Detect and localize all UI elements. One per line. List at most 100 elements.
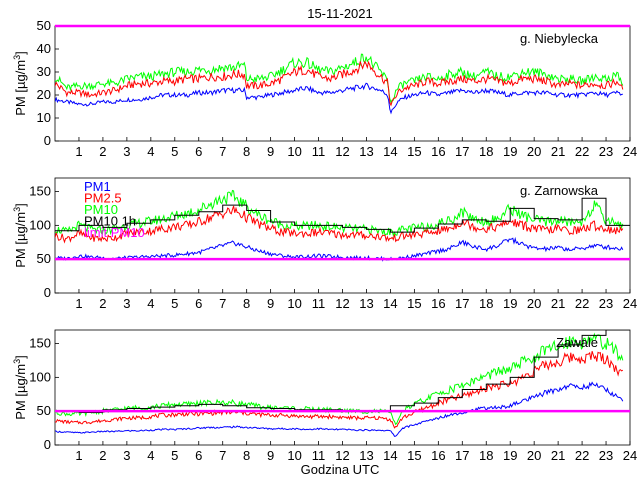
series-pm10-line	[55, 53, 624, 104]
x-tick-label: 18	[479, 144, 493, 159]
x-tick-label: 11	[312, 296, 326, 311]
x-tick-label: 21	[551, 144, 565, 159]
x-tick-label: 13	[359, 296, 373, 311]
x-tick-label: 7	[219, 144, 226, 159]
x-tick-label: 16	[431, 296, 445, 311]
y-tick-label: 150	[29, 184, 51, 199]
x-tick-label: 16	[431, 448, 445, 463]
y-tick-label: 0	[44, 133, 51, 148]
x-tick-label: 17	[455, 448, 469, 463]
x-tick-label: 14	[383, 144, 397, 159]
x-tick-label: 13	[359, 448, 373, 463]
x-tick-label: 20	[527, 448, 541, 463]
x-tick-label: 11	[312, 144, 326, 159]
y-tick-label: 100	[29, 369, 51, 384]
x-tick-label: 9	[267, 144, 274, 159]
x-tick-label: 6	[195, 144, 202, 159]
series-pm25-line	[55, 60, 624, 107]
x-tick-label: 5	[171, 296, 178, 311]
x-tick-label: 22	[575, 296, 589, 311]
x-tick-label: 7	[219, 296, 226, 311]
x-tick-label: 15	[407, 144, 421, 159]
x-tick-label: 19	[503, 144, 517, 159]
x-tick-label: 2	[99, 448, 106, 463]
x-tick-label: 9	[267, 296, 274, 311]
x-tick-label: 6	[195, 296, 202, 311]
y-axis-label: PM [µg/m3]	[12, 203, 28, 268]
x-tick-label: 7	[219, 448, 226, 463]
y-tick-label: 150	[29, 336, 51, 351]
x-tick-label: 10	[287, 448, 301, 463]
y-tick-label: 50	[37, 251, 51, 266]
x-tick-label: 5	[171, 448, 178, 463]
x-axis-label: Godzina UTC	[301, 462, 380, 477]
x-tick-label: 15	[407, 296, 421, 311]
x-tick-label: 20	[527, 296, 541, 311]
x-tick-label: 15	[407, 448, 421, 463]
series-pm25-line	[55, 351, 624, 429]
x-tick-label: 17	[455, 296, 469, 311]
legend-item: PM1	[84, 179, 111, 194]
figure-title: 15-11-2021	[307, 6, 373, 21]
x-tick-label: 3	[123, 296, 130, 311]
y-tick-label: 0	[44, 437, 51, 452]
station-label: g. Niebylecka	[520, 31, 599, 46]
legend-item: limit PM10	[84, 225, 145, 240]
x-tick-label: 6	[195, 448, 202, 463]
x-tick-label: 18	[479, 296, 493, 311]
x-tick-label: 3	[123, 144, 130, 159]
y-tick-label: 50	[37, 403, 51, 418]
y-axis-label: PM [µg/m3]	[12, 355, 28, 420]
legend-item: PM10	[84, 202, 118, 217]
series-pm10-line	[55, 189, 624, 237]
x-tick-label: 12	[335, 296, 349, 311]
x-tick-label: 23	[599, 144, 613, 159]
y-tick-label: 100	[29, 217, 51, 232]
series-pm10-1h-step	[55, 197, 630, 233]
x-tick-label: 1	[75, 144, 82, 159]
series-pm25-line	[55, 205, 624, 244]
x-tick-label: 13	[359, 144, 373, 159]
x-tick-label: 24	[623, 448, 637, 463]
y-tick-label: 40	[37, 41, 51, 56]
y-tick-label: 30	[37, 64, 51, 79]
x-tick-label: 14	[383, 448, 397, 463]
y-axis-label: PM [µg/m3]	[12, 51, 28, 116]
x-tick-label: 4	[147, 448, 154, 463]
series-pm1-line	[55, 82, 623, 115]
x-tick-label: 8	[243, 448, 250, 463]
x-tick-label: 5	[171, 144, 178, 159]
station-label: g. Zarnowska	[520, 183, 599, 198]
x-tick-label: 9	[267, 448, 274, 463]
legend-item: PM10 1h	[84, 214, 136, 229]
x-tick-label: 21	[551, 296, 565, 311]
x-tick-label: 24	[623, 144, 637, 159]
x-tick-label: 1	[75, 448, 82, 463]
x-tick-label: 10	[287, 296, 301, 311]
x-tick-label: 18	[479, 448, 493, 463]
x-tick-label: 19	[503, 448, 517, 463]
x-tick-label: 24	[623, 296, 637, 311]
x-tick-label: 14	[383, 296, 397, 311]
x-tick-label: 12	[335, 448, 349, 463]
x-tick-label: 16	[431, 144, 445, 159]
series-pm10-line	[55, 332, 624, 426]
x-tick-label: 11	[312, 448, 326, 463]
x-tick-label: 22	[575, 448, 589, 463]
x-tick-label: 1	[75, 296, 82, 311]
x-tick-label: 21	[551, 448, 565, 463]
y-tick-label: 20	[37, 87, 51, 102]
x-tick-label: 3	[123, 448, 130, 463]
x-tick-label: 4	[147, 296, 154, 311]
x-tick-label: 2	[99, 144, 106, 159]
series-pm10-1h-step	[55, 330, 630, 413]
x-tick-label: 12	[335, 144, 349, 159]
x-tick-label: 8	[243, 144, 250, 159]
y-tick-label: 10	[37, 110, 51, 125]
x-tick-label: 19	[503, 296, 517, 311]
